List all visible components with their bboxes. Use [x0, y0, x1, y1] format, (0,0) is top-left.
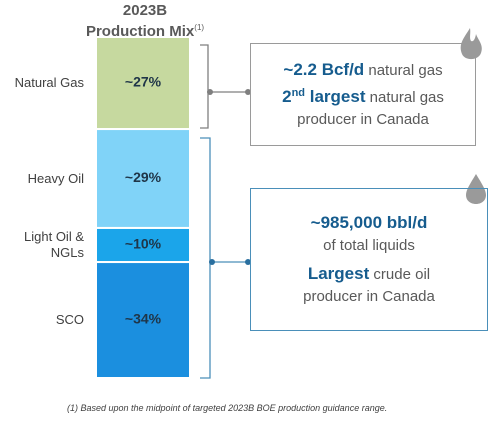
- callout-text: natural gas: [364, 61, 443, 79]
- bar-segment: [95, 261, 191, 379]
- callout-line: producer in Canada: [297, 109, 429, 131]
- category-label: SCO: [55, 312, 84, 328]
- callout-text: producer in Canada: [297, 110, 429, 128]
- callout-highlight: nd: [291, 86, 306, 99]
- callout-highlight: 2: [282, 86, 292, 106]
- callout-line: producer in Canada: [303, 286, 435, 308]
- callout-highlight: largest: [305, 86, 366, 106]
- value-label: ~34%: [125, 311, 162, 327]
- value-label: ~10%: [125, 236, 162, 252]
- callout-highlight: Largest: [307, 263, 370, 283]
- callout-line: Largest crude oil: [308, 263, 430, 286]
- gas-bracket: [200, 44, 209, 129]
- callout-line: ~985,000 bbl/d: [311, 212, 428, 235]
- callout-highlight: ~2.2 Bcf/d: [283, 59, 365, 79]
- chart-title: 2023B: [122, 2, 168, 19]
- bar-segment: [95, 226, 191, 264]
- value-label: ~27%: [125, 74, 162, 90]
- subtitle-text: Production Mix: [85, 23, 195, 40]
- liquids-bracket: [200, 137, 211, 379]
- callout-text: of total liquids: [323, 236, 415, 254]
- callout-line: ~2.2 Bcf/d natural gas: [283, 59, 442, 82]
- liquids-dot: [245, 259, 251, 265]
- drop-icon: [466, 174, 486, 204]
- category-label: Natural Gas: [14, 75, 84, 91]
- gas-dot: [207, 89, 213, 95]
- callout-line: 2nd largest natural gas: [282, 82, 444, 109]
- value-label: ~29%: [125, 169, 162, 185]
- bar-segment: [95, 128, 191, 229]
- chart-subtitle: Production Mix(1): [60, 19, 230, 41]
- callout-box: ~985,000 bbl/d of total liquids Largest cr…: [250, 188, 488, 331]
- bar-segment: [95, 36, 191, 131]
- footnote: (1) Based upon the midpoint of targeted …: [67, 403, 388, 413]
- category-label: Light Oil & NGLs: [24, 229, 84, 260]
- callout-highlight: ~985,000 bbl/d: [310, 212, 428, 232]
- liquids-dot: [209, 259, 215, 265]
- gas-dot: [245, 89, 251, 95]
- callout-text: crude oil: [369, 265, 431, 283]
- callout-box: ~2.2 Bcf/d natural gas 2nd largest natura…: [250, 43, 476, 146]
- callout-line: of total liquids: [323, 235, 415, 257]
- category-label: Heavy Oil: [27, 170, 84, 186]
- callout-text: producer in Canada: [303, 287, 435, 305]
- title-note: (1): [194, 23, 205, 32]
- callout-text: natural gas: [365, 88, 444, 106]
